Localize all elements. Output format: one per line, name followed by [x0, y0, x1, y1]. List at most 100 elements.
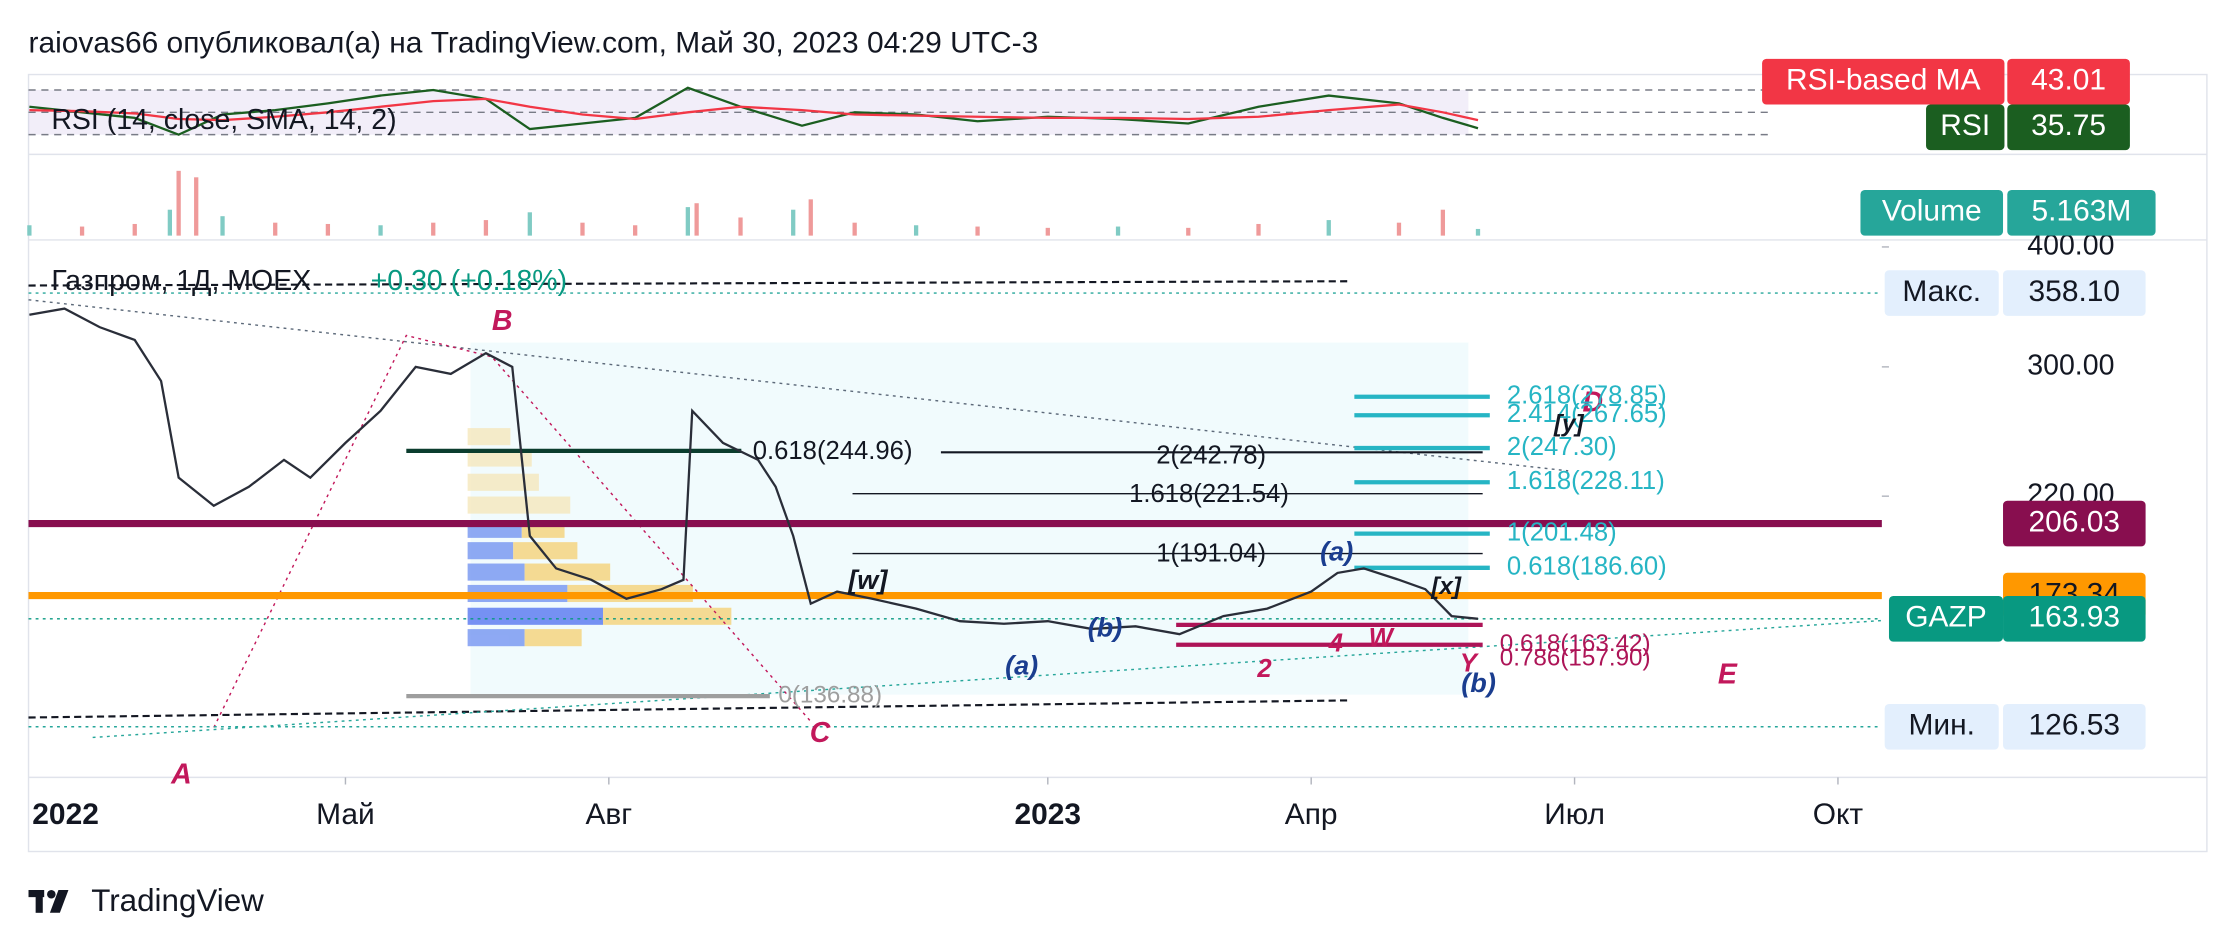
x-tick-label: 2022: [32, 798, 99, 831]
price-label-name-box: [1884, 270, 1999, 316]
annotation: 2: [1256, 655, 1271, 683]
annotation: 1.618(221.54): [1129, 480, 1289, 508]
chart-title: Газпром, 1Д, MOEX: [51, 265, 311, 297]
volume-bar: [1115, 226, 1121, 236]
price-label: 358.10: [2029, 275, 2121, 308]
rsi-value-box: [2007, 104, 2130, 151]
y-tick-label: 300.00: [2027, 349, 2114, 381]
range-box: [470, 342, 1469, 695]
annotation: 0.618(186.60): [1507, 553, 1667, 581]
x-tick-label: Июл: [1544, 798, 1605, 831]
price-label-name-box: [1888, 596, 2004, 642]
volume-bar: [325, 223, 331, 236]
volume-bar: [431, 222, 436, 236]
annotation: [w]: [847, 564, 888, 595]
chart-subtitle: +0.30 (+0.18%): [371, 265, 567, 297]
volume-bar: [808, 199, 813, 236]
rsi-name-box: [1762, 58, 2005, 105]
volume-bar: [176, 170, 181, 236]
volume-bar: [791, 209, 796, 236]
annotation: [y]: [1553, 411, 1585, 438]
volume-bar: [132, 223, 137, 236]
price-label: 206.03: [2029, 505, 2121, 538]
volume-bar: [852, 222, 857, 236]
annotation: 1.618(228.11): [1507, 467, 1665, 495]
price-label-name: GAZP: [1905, 601, 1986, 634]
volume-bar: [1256, 223, 1261, 236]
price-line: [29, 307, 1479, 636]
volume-bar: [738, 217, 743, 236]
trend-line: [28, 280, 1348, 287]
price-label: 126.53: [2029, 709, 2121, 742]
volume-bar: [694, 203, 699, 236]
annotation: (a): [1320, 536, 1353, 567]
price-label-name-box: [1884, 703, 1999, 750]
volume-bar: [1326, 220, 1331, 236]
logo: [28, 890, 69, 913]
volume-bar: [194, 177, 199, 236]
volume-bar: [79, 226, 85, 236]
volume-bar: [527, 212, 532, 236]
price-label-box: [2003, 703, 2146, 750]
annotation: Y: [1460, 650, 1480, 678]
annotation: (a): [1005, 650, 1038, 681]
annotation: 0.618(244.96): [753, 437, 913, 465]
volume-bar: [483, 220, 489, 236]
trend-line: [28, 299, 1569, 472]
price-label: 163.93: [2029, 601, 2121, 634]
volume-bar: [1396, 222, 1402, 236]
rsi-line: [29, 97, 1479, 122]
rsi-value-box: [2007, 58, 2130, 105]
annotation: W: [1369, 624, 1396, 652]
x-tick-label: Окт: [1813, 798, 1864, 831]
volume-bar: [580, 222, 585, 236]
annotation: 2(242.78): [1156, 441, 1266, 469]
fib-red-lines: [1176, 622, 1483, 647]
annotation: C: [810, 717, 831, 749]
volume-profile: [467, 428, 732, 647]
x-tick-label: 2023: [1015, 798, 1082, 831]
annotation: A: [170, 758, 192, 790]
volume-name: Volume: [1882, 195, 1982, 228]
price-label-name: Мин.: [1908, 709, 1974, 742]
volume-bar: [1045, 227, 1050, 236]
annotation: 2.618(278.85): [1507, 382, 1667, 410]
price-label-box: [2003, 500, 2146, 547]
price-label-box: [2003, 270, 2146, 316]
volume-bar: [220, 216, 225, 236]
volume-value-box: [2007, 190, 2156, 236]
volume-bar: [975, 226, 980, 236]
annotation: B: [492, 305, 513, 337]
price-label-box: [2003, 596, 2146, 642]
rsi-name-box: [1926, 104, 2005, 151]
x-tick-label: Авг: [585, 798, 632, 831]
annotation: (b): [1461, 667, 1496, 698]
annotation: 0(136.88): [778, 682, 882, 709]
rsi-title: RSI (14, close, SMA, 14, 2): [51, 104, 396, 136]
trend-line: [28, 699, 1348, 719]
rsi-name: RSI-based MA: [1786, 64, 1981, 97]
annotation: 4: [1328, 630, 1343, 658]
annotation: E: [1718, 659, 1738, 691]
annotation: 1(191.04): [1156, 540, 1266, 568]
annotation: 2(247.30): [1507, 433, 1617, 461]
volume-bar: [27, 225, 32, 236]
volume-bar: [685, 207, 690, 236]
rsi-name: RSI: [1940, 109, 1990, 142]
volume-name-box: [1860, 190, 2004, 236]
header: raiovas66 опубликовал(а) на TradingView.…: [29, 27, 1039, 60]
rsi-value: 43.01: [2031, 64, 2106, 97]
volume-bar: [273, 222, 278, 236]
annotation: 2.414(267.65): [1507, 400, 1667, 428]
fib-teal-lines: [1354, 394, 1490, 570]
frame: [27, 73, 2208, 853]
volume-bar: [1186, 227, 1191, 236]
volume-bar: [633, 225, 638, 236]
annotation: 0.618(163.42): [1500, 630, 1651, 657]
volume-bar: [913, 225, 919, 236]
volume-bar: [1440, 209, 1446, 236]
annotation: D: [1582, 386, 1603, 418]
volume-value: 5.163M: [2032, 195, 2132, 228]
